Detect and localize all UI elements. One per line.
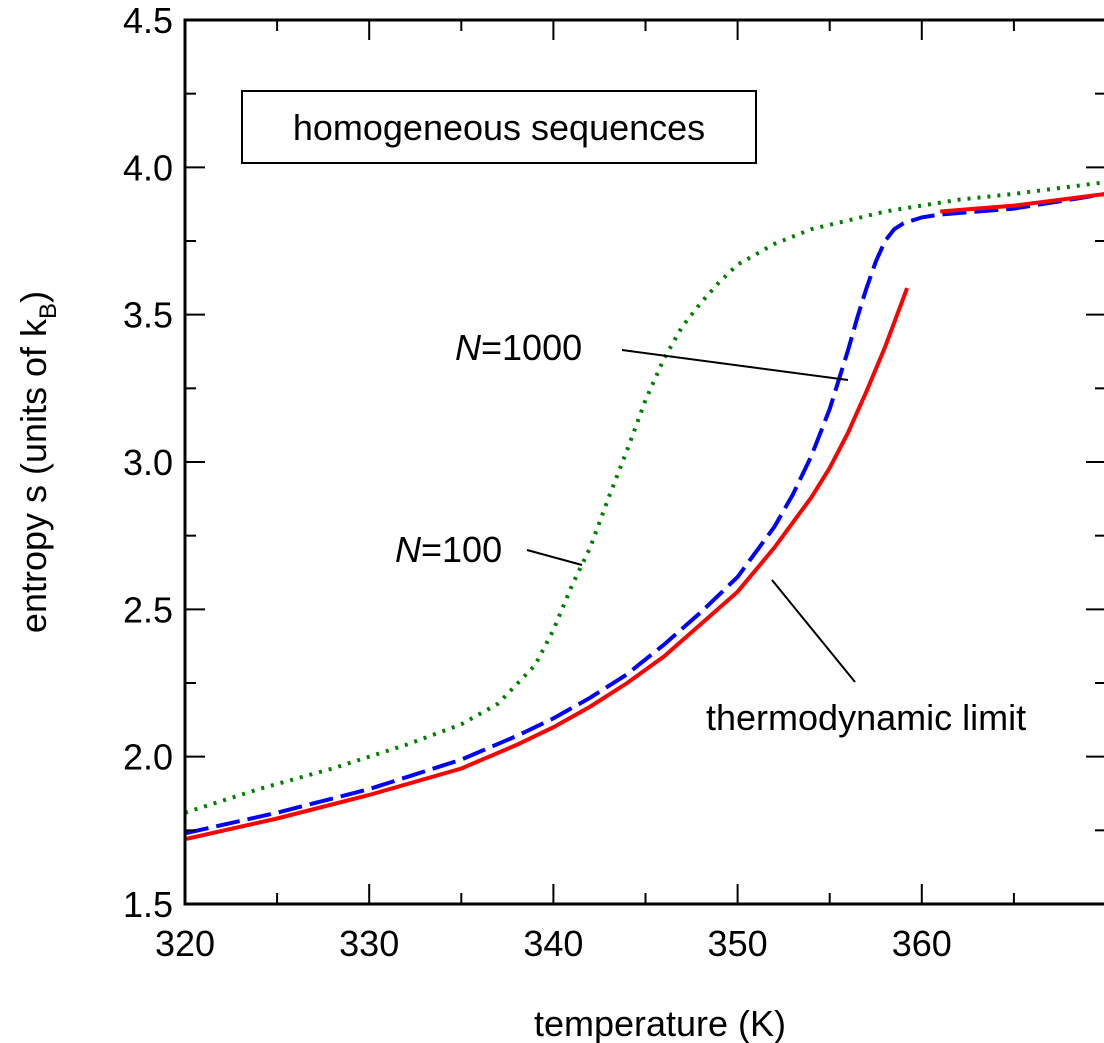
- y-axis-title-main: entropy s (units of k: [13, 318, 54, 633]
- annotation-n1000-leader: [621, 349, 849, 381]
- x-tick-label: 340: [523, 923, 583, 964]
- y-tick-label: 1.5: [123, 884, 173, 925]
- annotation-thermo-limit-label: thermodynamic limit: [706, 697, 1026, 738]
- y-axis-title-close: ): [13, 291, 54, 303]
- legend-box-frame: [241, 90, 757, 164]
- annotation-n100: N=100: [395, 529, 583, 570]
- curves-layer: [184, 180, 1104, 842]
- series-line-0: [184, 180, 1104, 815]
- x-tick-label: 360: [892, 923, 952, 964]
- y-tick-label: 3.0: [123, 442, 173, 483]
- annotation-n100-prefix: N: [395, 529, 422, 570]
- annotation-n1000-prefix: N: [455, 327, 482, 368]
- x-tick-label: 320: [155, 923, 215, 964]
- y-tick-label: 2.5: [123, 589, 173, 630]
- x-tick-label: 350: [708, 923, 768, 964]
- annotation-n100-text: =100: [421, 529, 502, 570]
- annotation-n1000-text: =1000: [481, 327, 582, 368]
- annotation-thermo-limit: thermodynamic limit: [706, 579, 1026, 738]
- y-tick-label: 4.5: [123, 0, 173, 41]
- y-tick-label: 4.0: [123, 147, 173, 188]
- series-line-3: [940, 192, 1104, 214]
- series-line-2: [184, 287, 909, 842]
- plot-frame: [183, 18, 1104, 906]
- y-axis-title-sub: B: [35, 303, 62, 319]
- series-line-1: [184, 192, 1104, 836]
- x-tick-label: 330: [339, 923, 399, 964]
- annotation-n1000: N=1000: [455, 327, 849, 381]
- y-tick-label: 3.5: [123, 295, 173, 336]
- annotation-n1000-label: N=1000: [455, 327, 582, 368]
- annotation-n100-label: N=100: [395, 529, 502, 570]
- y-axis-title: entropy s (units of kB): [13, 291, 62, 633]
- tick-labels-layer: 320 330 340 350 360 1.5 2.0 2.5 3.0 3.5 4.0 4.5: [123, 0, 952, 964]
- annotation-n100-leader: [526, 549, 583, 566]
- y-axis-title-text: entropy s (units of kB): [13, 291, 62, 633]
- legend-box-text: homogeneous sequences: [293, 107, 705, 148]
- x-axis-title: temperature (K): [534, 1003, 786, 1043]
- annotation-thermo-limit-leader: [771, 579, 856, 683]
- legend-box: homogeneous sequences: [241, 90, 757, 164]
- y-tick-label: 2.0: [123, 737, 173, 778]
